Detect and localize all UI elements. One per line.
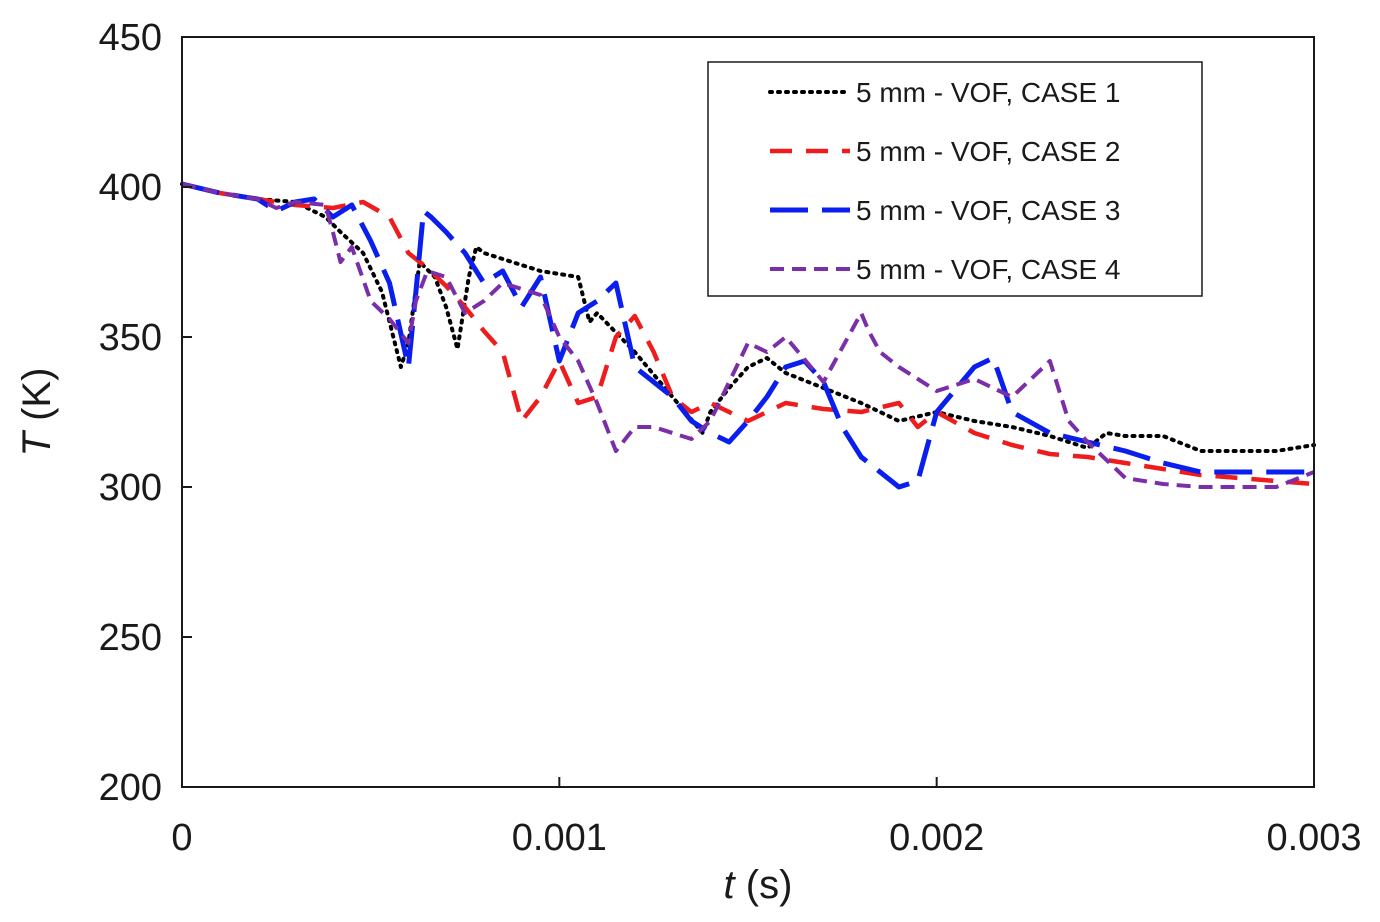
legend: 5 mm - VOF, CASE 1 5 mm - VOF, CASE 2 5 mm… — [707, 61, 1203, 297]
series-line-case-2 — [181, 181, 1315, 487]
legend-label-case-1: 5 mm - VOF, CASE 1 — [856, 77, 1121, 108]
x-tick-label: 0.002 — [889, 817, 984, 859]
series-line-case-3 — [181, 181, 1314, 490]
y-tick-label: 450 — [99, 17, 162, 59]
x-axis-title: t (s) — [724, 863, 793, 907]
series-line-case-1 — [180, 182, 1316, 453]
plot-area-frame — [181, 36, 1315, 788]
y-tick-label: 400 — [99, 167, 162, 209]
y-tick-label: 350 — [99, 317, 162, 359]
y-axis-title: T (K) — [15, 368, 59, 457]
y-tick-label: 250 — [99, 617, 162, 659]
x-tick-label: 0.003 — [1266, 817, 1361, 859]
x-tick-label: 0.001 — [512, 817, 607, 859]
legend-label-case-3: 5 mm - VOF, CASE 3 — [856, 195, 1121, 226]
y-tick-label: 200 — [99, 767, 162, 809]
series-layer — [180, 181, 1316, 490]
x-axis-ticks: 0 0.001 0.002 0.003 — [171, 777, 1362, 859]
legend-items: 5 mm - VOF, CASE 1 5 mm - VOF, CASE 2 5 mm… — [768, 77, 1121, 285]
legend-box — [707, 61, 1203, 297]
legend-label-case-2: 5 mm - VOF, CASE 2 — [856, 136, 1121, 167]
series-line-case-4 — [181, 182, 1315, 489]
legend-label-case-4: 5 mm - VOF, CASE 4 — [856, 254, 1121, 285]
y-axis-ticks: 200 250 300 350 400 450 — [99, 17, 192, 809]
y-tick-label: 300 — [99, 467, 162, 509]
x-tick-label: 0 — [171, 817, 192, 859]
